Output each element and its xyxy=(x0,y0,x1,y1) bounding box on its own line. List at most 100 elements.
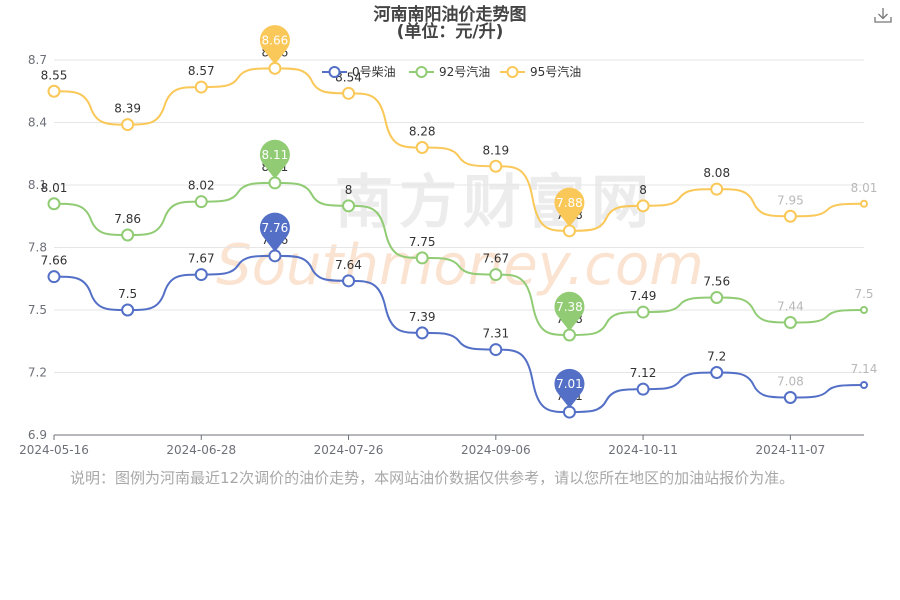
data-label: 7.44 xyxy=(777,300,804,314)
data-point xyxy=(47,197,61,211)
data-label: 7.86 xyxy=(114,212,141,226)
data-label: 7.5 xyxy=(118,287,137,301)
legend-label: 92号汽油 xyxy=(439,64,490,79)
data-label: 7.67 xyxy=(482,252,509,266)
data-point xyxy=(194,195,208,209)
data-point xyxy=(47,84,61,98)
data-point xyxy=(562,328,576,342)
marker-pin-label: 7.01 xyxy=(556,377,583,391)
y-tick-label: 6.9 xyxy=(28,428,47,442)
chart-title: 河南南阳油价走势图 xyxy=(373,5,527,25)
marker-pin-label: 7.76 xyxy=(262,221,289,235)
y-tick-label: 8.1 xyxy=(28,178,47,192)
data-label: 8 xyxy=(639,183,647,197)
data-point xyxy=(121,228,135,242)
data-point xyxy=(489,268,503,282)
marker-pin xyxy=(554,368,585,409)
marker-pin xyxy=(259,139,290,179)
axes: 6.9 7.2 7.5 7.8 8.1 8.4 8.7 2024-05-16 2024-06-2… xyxy=(19,53,864,457)
x-tick-label: 2024-06-28 xyxy=(166,443,236,457)
data-label: 7.2 xyxy=(707,350,726,364)
data-point xyxy=(489,343,503,357)
series-0: 7.66 7.5 7.67 7.76 7.64 7.39 7.31 7.01 7.12 7.2 7.… xyxy=(41,212,878,419)
data-point xyxy=(783,316,797,329)
data-label: 7.12 xyxy=(630,366,657,380)
marker-pin-label: 8.11 xyxy=(262,148,289,162)
data-point xyxy=(562,405,576,419)
data-point xyxy=(860,306,868,314)
data-point xyxy=(47,270,61,284)
data-point xyxy=(783,209,797,223)
data-label: 7.66 xyxy=(41,254,68,268)
legend-label: 0号柴油 xyxy=(352,65,396,79)
data-point xyxy=(636,382,650,396)
data-point xyxy=(121,118,135,132)
series-line xyxy=(53,181,865,337)
data-label: 8.01 xyxy=(41,181,68,195)
legend-label: 95号汽油 xyxy=(530,64,581,79)
data-point xyxy=(783,391,797,404)
y-tick-label: 8.4 xyxy=(28,116,47,130)
y-tick-label: 7.5 xyxy=(28,303,47,317)
data-label: 7.39 xyxy=(409,310,436,324)
data-point xyxy=(194,268,208,282)
data-point xyxy=(415,141,429,154)
series-line xyxy=(53,254,865,414)
marker-pin xyxy=(259,25,290,65)
series-1: 8.01 7.86 8.02 8.11 8 7.75 7.67 7.38 7.49 7.56 7.4… xyxy=(41,139,874,342)
marker-pin-label: 8.66 xyxy=(262,33,289,47)
data-point xyxy=(121,303,135,317)
download-icon[interactable] xyxy=(872,6,894,26)
series-layer: 7.66 7.5 7.67 7.76 7.64 7.39 7.31 7.01 7.12 7.2 7.… xyxy=(41,25,878,419)
data-label: 8.55 xyxy=(41,68,68,82)
disclaimer-note: 说明：图例为河南最近12次调价的油价走势，本网站油价数据仅供参考，请以您所在地区… xyxy=(70,469,795,487)
data-label: 7.95 xyxy=(777,193,804,207)
x-tick-label: 2024-07-26 xyxy=(314,443,384,457)
data-point xyxy=(710,291,724,304)
y-tick-label: 8.7 xyxy=(28,53,47,67)
legend-marker xyxy=(415,66,428,78)
data-point xyxy=(636,305,650,319)
data-point xyxy=(860,381,868,389)
data-point xyxy=(342,274,356,288)
data-point xyxy=(415,251,429,265)
data-point xyxy=(710,366,724,379)
legend-item-0[interactable]: 0号柴油 xyxy=(322,65,396,79)
data-point xyxy=(342,86,356,100)
watermark-text-en: Southmoney.com xyxy=(216,233,704,298)
chart-subtitle: (单位：元/升) xyxy=(396,22,504,42)
data-label: 8.39 xyxy=(114,102,141,116)
data-point xyxy=(489,159,503,173)
legend-marker xyxy=(506,66,519,78)
x-tick-label: 2024-09-06 xyxy=(461,443,531,457)
legend-item-1[interactable]: 92号汽油 xyxy=(409,64,490,79)
legend-item-2[interactable]: 95号汽油 xyxy=(500,64,581,79)
data-label: 8.54 xyxy=(335,70,362,84)
x-tick-label: 2024-10-11 xyxy=(608,443,678,457)
marker-pin xyxy=(554,187,585,227)
data-label: 7.56 xyxy=(703,275,730,289)
data-point xyxy=(268,176,282,190)
y-tick-label: 7.8 xyxy=(28,241,47,255)
data-point xyxy=(636,199,650,213)
x-tick-label: 2024-05-16 xyxy=(19,443,89,457)
data-label: 7.64 xyxy=(335,258,362,272)
data-label: 7.14 xyxy=(851,362,878,376)
data-label: 8.19 xyxy=(482,143,509,157)
data-point xyxy=(562,224,576,238)
data-point xyxy=(194,80,208,94)
data-label: 7.67 xyxy=(188,252,215,266)
data-label: 8.28 xyxy=(409,125,436,139)
data-label: 7.75 xyxy=(409,235,436,249)
data-point xyxy=(860,199,868,208)
data-point xyxy=(415,326,429,340)
data-label: 8.57 xyxy=(188,64,215,78)
data-label: 7.08 xyxy=(777,375,804,389)
marker-pin-label: 7.88 xyxy=(556,196,583,210)
data-label: 7.49 xyxy=(630,289,657,303)
legend-marker xyxy=(328,66,341,78)
data-point xyxy=(710,182,724,196)
series-line xyxy=(53,67,865,232)
